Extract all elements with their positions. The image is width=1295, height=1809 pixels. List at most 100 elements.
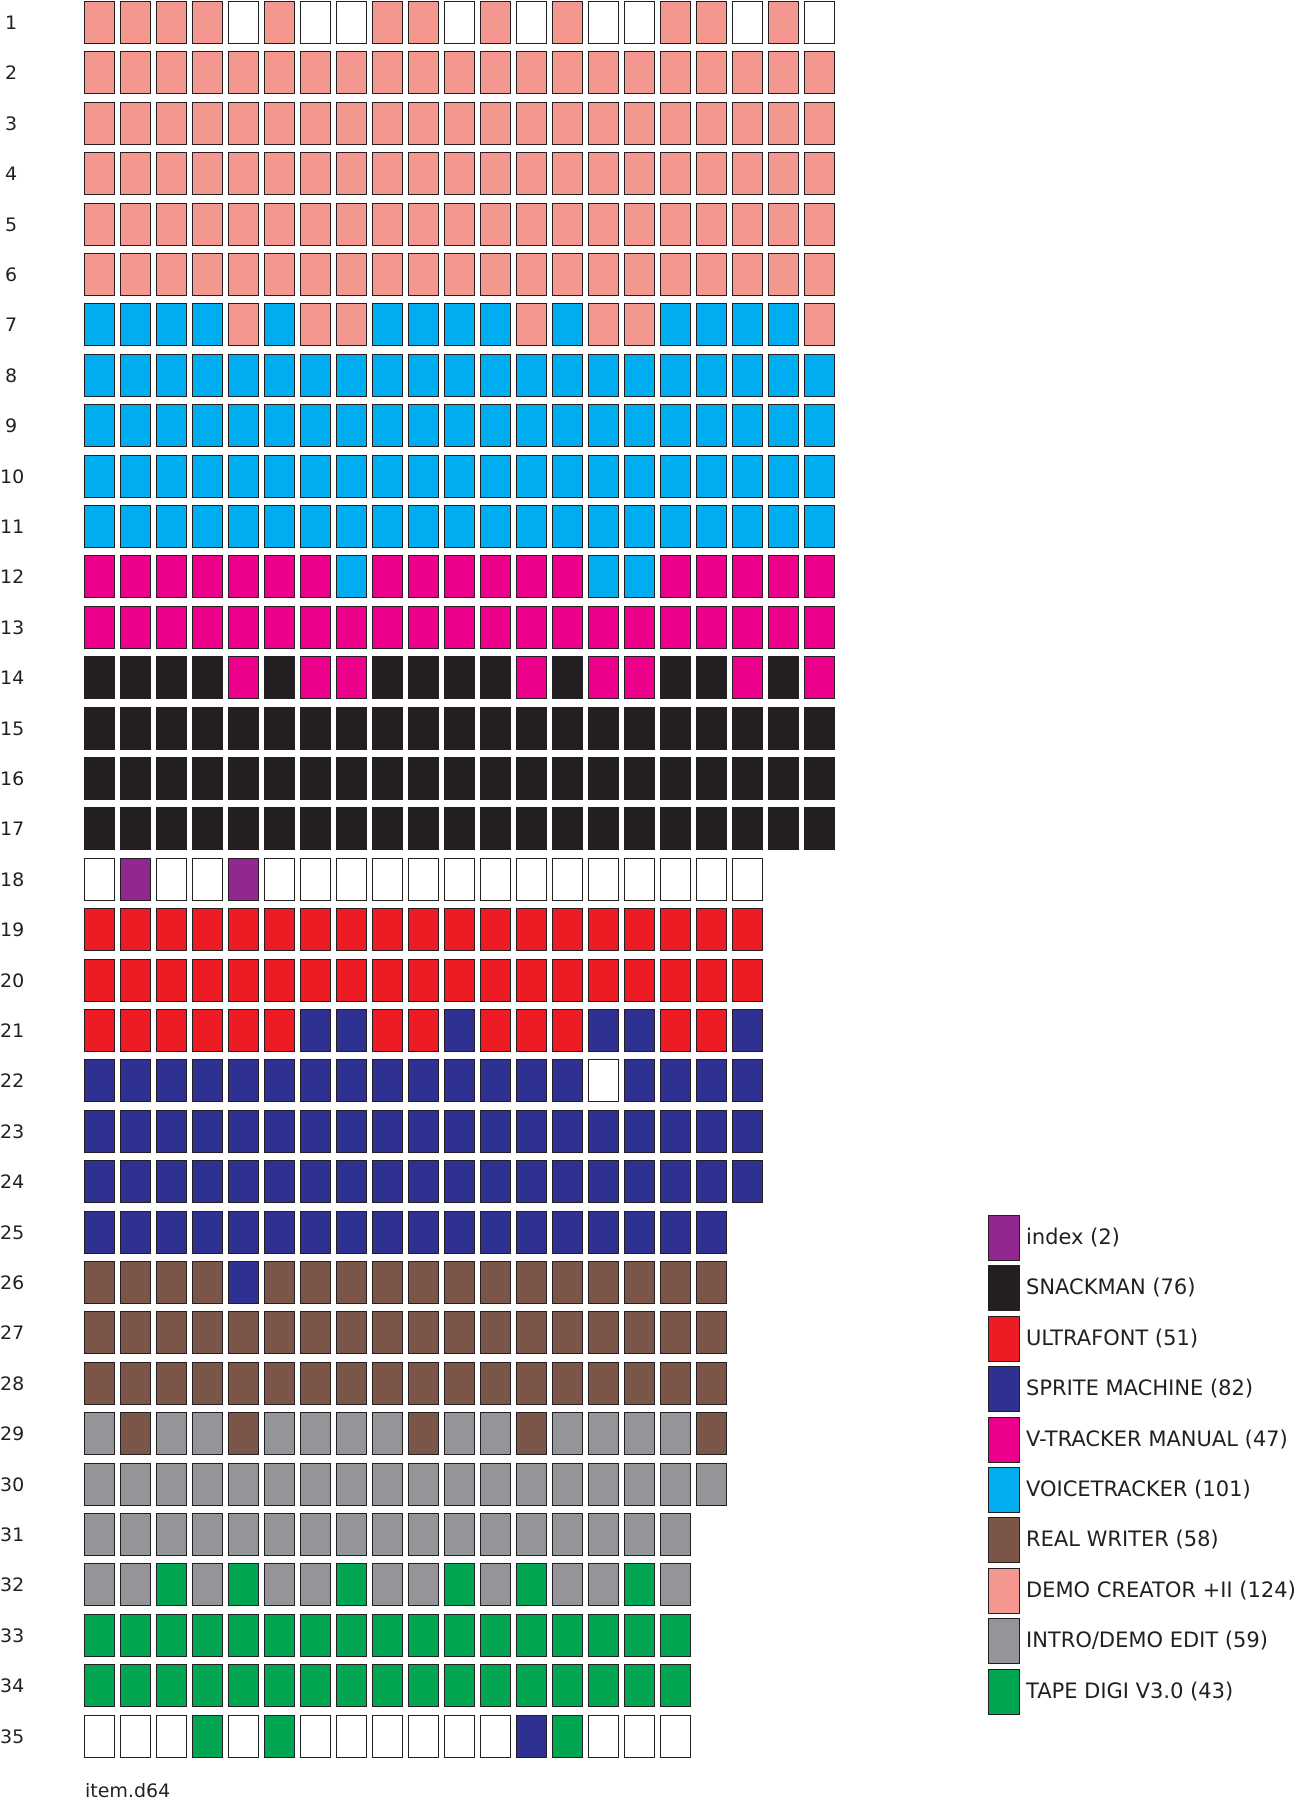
sector-used bbox=[120, 1513, 151, 1556]
sector-used bbox=[588, 1664, 619, 1708]
track-label: 26 bbox=[0, 1272, 25, 1294]
sector-free bbox=[588, 1059, 619, 1103]
sector-used bbox=[732, 505, 763, 548]
track-label: 24 bbox=[0, 1171, 25, 1194]
sector-used bbox=[768, 454, 799, 498]
sector-free bbox=[192, 857, 223, 901]
sector-used bbox=[444, 1261, 475, 1304]
track-label: 7 bbox=[4, 314, 18, 337]
sector-used bbox=[660, 505, 691, 548]
sector-used bbox=[192, 152, 223, 196]
sector-used bbox=[624, 353, 655, 397]
sector-used bbox=[696, 253, 727, 296]
sector-used bbox=[516, 454, 547, 498]
sector-used bbox=[336, 253, 367, 296]
sector-used bbox=[408, 1462, 439, 1506]
sector-used bbox=[660, 656, 691, 700]
sector-used bbox=[804, 51, 835, 95]
sector-used bbox=[336, 1664, 367, 1708]
sector-used bbox=[480, 202, 511, 246]
sector-used bbox=[228, 857, 259, 901]
sector-used bbox=[228, 757, 259, 800]
sector-used bbox=[84, 1160, 115, 1204]
sector-used bbox=[552, 656, 583, 700]
sector-used bbox=[192, 1462, 223, 1506]
sector-used bbox=[696, 605, 727, 649]
sector-used bbox=[444, 101, 475, 145]
sector-used bbox=[228, 1210, 259, 1254]
sector-used bbox=[84, 1664, 115, 1708]
sector-used bbox=[696, 1361, 727, 1405]
sector-used bbox=[264, 555, 295, 599]
track-label: 32 bbox=[0, 1574, 25, 1597]
sector-used bbox=[480, 807, 511, 851]
sector-used bbox=[552, 1563, 583, 1607]
sector-used bbox=[228, 505, 259, 548]
sector-used bbox=[444, 1109, 475, 1153]
sector-used bbox=[228, 1160, 259, 1204]
sector-used bbox=[696, 656, 727, 700]
sector-used bbox=[480, 555, 511, 599]
sector-used bbox=[480, 1059, 511, 1103]
sector-used bbox=[372, 1613, 403, 1657]
sector-used bbox=[300, 1462, 331, 1506]
sector-used bbox=[588, 807, 619, 851]
sector-used bbox=[228, 101, 259, 145]
sector-used bbox=[480, 706, 511, 750]
sector-used bbox=[300, 1210, 331, 1254]
sector-used bbox=[516, 656, 547, 700]
sector-used bbox=[804, 656, 835, 700]
sector-used bbox=[552, 1311, 583, 1355]
sector-used bbox=[552, 605, 583, 649]
sector-used bbox=[408, 706, 439, 750]
sector-used bbox=[552, 1, 583, 44]
sector-used bbox=[336, 605, 367, 649]
sector-used bbox=[192, 1613, 223, 1657]
sector-used bbox=[372, 253, 403, 296]
sector-used bbox=[192, 1664, 223, 1708]
legend-swatch bbox=[988, 1567, 1020, 1614]
sector-used bbox=[300, 303, 331, 347]
sector-used bbox=[480, 1009, 511, 1052]
sector-used bbox=[372, 505, 403, 548]
sector-used bbox=[84, 1, 115, 44]
sector-used bbox=[120, 1210, 151, 1254]
sector-used bbox=[444, 656, 475, 700]
sector-used bbox=[336, 202, 367, 246]
sector-used bbox=[120, 404, 151, 448]
sector-used bbox=[408, 404, 439, 448]
sector-used bbox=[732, 908, 763, 952]
sector-used bbox=[84, 152, 115, 196]
sector-used bbox=[84, 1361, 115, 1405]
sector-used bbox=[444, 958, 475, 1002]
sector-used bbox=[372, 1311, 403, 1355]
sector-used bbox=[660, 1109, 691, 1153]
sector-used bbox=[120, 1059, 151, 1103]
sector-used bbox=[732, 1109, 763, 1153]
sector-used bbox=[156, 1462, 187, 1506]
sector-used bbox=[480, 101, 511, 145]
sector-used bbox=[264, 958, 295, 1002]
sector-used bbox=[156, 101, 187, 145]
legend-swatch bbox=[988, 1416, 1020, 1463]
sector-free bbox=[588, 857, 619, 901]
sector-used bbox=[732, 152, 763, 196]
sector-used bbox=[768, 505, 799, 548]
sector-free bbox=[300, 1, 331, 44]
sector-used bbox=[696, 1412, 727, 1456]
sector-used bbox=[300, 1613, 331, 1657]
sector-used bbox=[372, 706, 403, 750]
sector-free bbox=[444, 857, 475, 901]
sector-used bbox=[444, 1462, 475, 1506]
sector-used bbox=[84, 706, 115, 750]
sector-used bbox=[192, 454, 223, 498]
sector-used bbox=[336, 908, 367, 952]
sector-used bbox=[300, 454, 331, 498]
sector-used bbox=[264, 1513, 295, 1556]
sector-used bbox=[408, 1009, 439, 1052]
sector-used bbox=[120, 1613, 151, 1657]
sector-used bbox=[624, 1361, 655, 1405]
sector-used bbox=[696, 1059, 727, 1103]
track-label: 25 bbox=[0, 1221, 25, 1244]
sector-used bbox=[156, 958, 187, 1002]
